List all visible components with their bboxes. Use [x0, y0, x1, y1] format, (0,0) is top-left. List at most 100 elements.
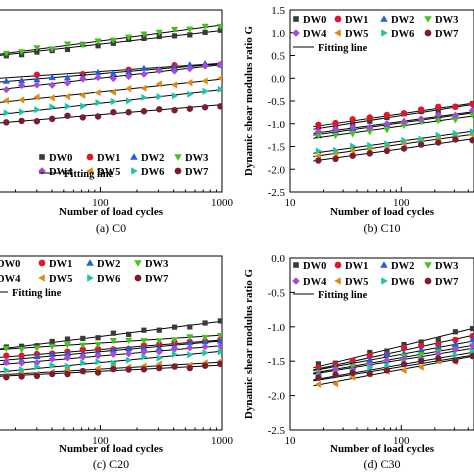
data-point-DW7 [125, 366, 132, 373]
legend-label-DW6: DW6 [141, 167, 164, 178]
data-point-DW7 [417, 357, 425, 365]
data-point-DW0 [34, 49, 40, 55]
legend-label-DW5: DW5 [345, 29, 368, 40]
data-point-DW0 [187, 32, 193, 38]
data-point-DW1 [400, 344, 408, 352]
data-point-DW6 [418, 135, 425, 143]
data-point-DW1 [315, 121, 322, 128]
data-point-DW3 [109, 37, 117, 44]
data-point-DW4 [383, 120, 391, 128]
data-point-DW1 [332, 119, 339, 127]
data-point-DW3 [140, 31, 148, 38]
data-point-DW0 [95, 43, 101, 49]
data-point-DW0 [202, 29, 208, 35]
x-tick-label: 100 [393, 435, 410, 447]
data-point-DW3 [468, 112, 474, 119]
panel-C30 [289, 257, 474, 431]
panel-caption: (a) C0 [96, 221, 126, 235]
data-point-DW7 [435, 355, 442, 362]
y-tick-label: -1.5 [268, 142, 286, 154]
data-point-DW2 [170, 63, 179, 71]
data-point-DW4 [109, 74, 117, 83]
legend-label-DW7: DW7 [435, 29, 458, 40]
legend-label-DW3: DW3 [435, 261, 458, 272]
data-point-DW6 [3, 366, 10, 375]
data-point-DW7 [3, 119, 10, 126]
legend-label-DW4: DW4 [49, 167, 73, 178]
data-point-DW4 [109, 350, 117, 358]
legend-marker-DW5 [334, 277, 341, 285]
data-point-DW0 [110, 330, 116, 336]
legend-marker-DW5 [38, 274, 45, 282]
y-tick-label: -2.0 [268, 391, 286, 403]
data-point-DW4 [33, 359, 41, 367]
fitting-line-DW7 [313, 138, 474, 162]
data-point-DW4 [216, 61, 222, 69]
data-point-DW7 [452, 357, 459, 364]
legend-marker-DW4 [38, 167, 46, 175]
y-tick-label: -0.5 [268, 287, 286, 299]
data-point-DW2 [468, 336, 474, 343]
x-tick-label: 100 [92, 197, 109, 209]
data-point-DW3 [186, 26, 194, 33]
legend-label-DW4: DW4 [303, 29, 327, 40]
data-point-DW4 [400, 118, 408, 126]
data-point-DW4 [366, 123, 374, 131]
fitting-line-DW4 [0, 345, 222, 366]
data-point-DW1 [417, 106, 425, 113]
x-tick-label: 100 [393, 197, 410, 209]
data-point-DW4 [314, 127, 323, 136]
data-point-DW4 [201, 62, 209, 70]
data-point-DW5 [400, 366, 407, 375]
data-point-DW7 [33, 372, 41, 380]
data-point-DW4 [468, 106, 474, 114]
fitting-line-DW6 [313, 351, 474, 381]
data-point-DW1 [366, 114, 373, 121]
x-axis-label: Number of load cycles [330, 443, 435, 455]
data-point-DW3 [400, 122, 408, 130]
legend-label-DW6: DW6 [391, 277, 414, 288]
data-point-DW6 [202, 87, 209, 95]
y-tick-label: -2.5 [268, 425, 286, 437]
data-point-DW5 [331, 150, 339, 158]
legend-label-DW2: DW2 [141, 153, 164, 164]
data-point-DW4 [18, 359, 26, 367]
data-point-DW2 [125, 344, 133, 352]
data-point-DW4 [468, 342, 474, 350]
data-point-DW2 [366, 356, 374, 363]
data-point-DW7 [171, 106, 178, 114]
data-point-DW6 [401, 136, 408, 145]
legend-marker-DW4 [292, 277, 300, 285]
data-point-DW6 [19, 366, 26, 374]
data-point-DW7 [332, 371, 339, 378]
data-point-DW6 [126, 97, 133, 105]
data-point-DW3 [155, 29, 163, 37]
data-point-DW0 [202, 320, 208, 326]
data-point-DW0 [95, 335, 101, 341]
fitting-line-DW4 [313, 111, 474, 134]
data-point-DW7 [349, 369, 356, 377]
legend-label-DW5: DW5 [345, 277, 368, 288]
data-point-DW0 [156, 327, 162, 333]
data-point-DW3 [63, 342, 72, 349]
legend-label-DW0: DW0 [303, 15, 326, 26]
legend-marker-DW3 [174, 154, 182, 161]
data-point-DW3 [79, 42, 87, 49]
x-axis-label: Number of load cycles [59, 443, 164, 455]
data-point-DW7 [18, 373, 25, 380]
data-point-DW6 [367, 364, 374, 372]
data-point-DW1 [79, 346, 86, 353]
data-point-DW0 [452, 329, 459, 335]
data-point-DW1 [18, 352, 25, 359]
data-point-DW2 [451, 340, 460, 348]
data-point-DW7 [400, 361, 408, 368]
data-point-DW5 [170, 81, 178, 89]
fitting-line-DW2 [0, 340, 222, 362]
fitting-line-DW7 [0, 364, 222, 377]
data-point-DW6 [171, 92, 179, 100]
data-point-DW7 [469, 137, 474, 144]
data-point-DW4 [201, 343, 209, 351]
data-point-DW3 [33, 45, 41, 52]
data-point-DW3 [2, 50, 10, 58]
